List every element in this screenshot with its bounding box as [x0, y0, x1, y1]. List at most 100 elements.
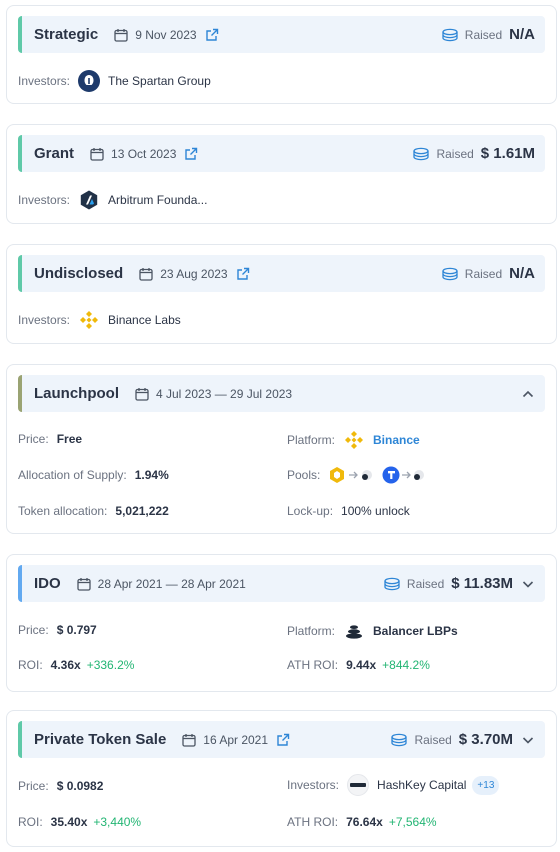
calendar-icon [114, 28, 128, 42]
round-header[interactable]: Strategic 9 Nov 2023 Raised N/A [18, 16, 545, 53]
coins-icon [391, 733, 408, 746]
round-type: Strategic [34, 26, 99, 43]
price-value: $ 0.797 [56, 623, 97, 637]
round-date-text: 13 Oct 2023 [111, 146, 177, 161]
external-link-icon[interactable] [184, 147, 198, 161]
round-date: 23 Aug 2023 [139, 266, 228, 281]
price-value: Free [56, 432, 83, 446]
funding-round-card: Undisclosed 23 Aug 2023 Raised N/A Inves… [6, 244, 557, 344]
investor-name[interactable]: The Spartan Group [108, 74, 211, 88]
raised-amount: $ 1.61M [480, 145, 535, 162]
round-header[interactable]: IDO 28 Apr 2021 — 28 Apr 2021 Raised $ 1… [18, 565, 545, 602]
more-investors-badge[interactable]: +13 [472, 775, 500, 795]
chevron-down-icon[interactable] [521, 733, 535, 747]
calendar-icon [90, 147, 104, 161]
calendar-icon [182, 733, 196, 747]
platform-label: Platform: [287, 624, 336, 638]
binance-labs-logo [78, 309, 100, 331]
calendar-icon [77, 577, 91, 591]
raised-label: Raised [436, 146, 474, 161]
investor-name[interactable]: HashKey Capital [377, 778, 467, 792]
round-date: 9 Nov 2023 [114, 28, 197, 42]
pool-bnb-icon[interactable] [328, 465, 378, 485]
calendar-icon [135, 387, 149, 401]
round-date-text: 23 Aug 2023 [160, 266, 228, 281]
round-type: Grant [34, 145, 75, 162]
raised-info: Raised [383, 577, 444, 591]
roi-row: ROI: 4.36x +336.2% [18, 658, 134, 672]
investors-row: Investors: HashKey Capital +13 [287, 774, 500, 796]
investors-label: Investors: [18, 193, 71, 207]
raised-label: Raised [414, 732, 452, 747]
ath-roi-change: +844.2% [382, 658, 430, 672]
ath-roi-value: 9.44x [346, 658, 377, 672]
external-link-icon[interactable] [276, 733, 290, 747]
external-link-icon[interactable] [205, 28, 219, 42]
price-value: $ 0.0982 [56, 779, 104, 793]
round-type: IDO [34, 575, 61, 592]
lockup-label: Lock-up: [287, 504, 334, 518]
raised-info: Raised [441, 28, 502, 42]
round-date: 13 Oct 2023 [90, 147, 176, 161]
platform-link[interactable]: Binance [373, 433, 420, 447]
investor-name[interactable]: Binance Labs [108, 313, 181, 327]
investor-name[interactable]: Arbitrum Founda... [108, 193, 208, 207]
round-header[interactable]: Grant 13 Oct 2023 Raised $ 1.61M [18, 135, 545, 172]
platform-name[interactable]: Balancer LBPs [373, 624, 458, 638]
roi-value: 35.40x [50, 815, 88, 829]
price-row: Price: $ 0.797 [18, 623, 97, 637]
price-row: Price: Free [18, 432, 82, 446]
round-date: 4 Jul 2023 — 29 Jul 2023 [135, 387, 292, 401]
price-row: Price: $ 0.0982 [18, 779, 103, 793]
round-date: 16 Apr 2021 [182, 733, 268, 747]
token-allocation-label: Token allocation: [18, 504, 108, 518]
round-date-text: 28 Apr 2021 — 28 Apr 2021 [97, 576, 246, 591]
allocation-supply-row: Allocation of Supply: 1.94% [18, 468, 169, 482]
investors-label: Investors: [18, 74, 71, 88]
arbitrum-foundation-logo [78, 189, 101, 211]
chevron-up-icon[interactable] [521, 387, 535, 401]
coins-icon [413, 147, 430, 160]
spartan-group-logo [78, 70, 101, 92]
pools-row: Pools: [287, 465, 428, 485]
roi-label: ROI: [18, 658, 43, 672]
external-link-icon[interactable] [236, 267, 250, 281]
funding-round-card: IDO 28 Apr 2021 — 28 Apr 2021 Raised $ 1… [6, 554, 557, 692]
ath-roi-row: ATH ROI: 9.44x +844.2% [287, 658, 430, 672]
round-header[interactable]: Undisclosed 23 Aug 2023 Raised N/A [18, 255, 545, 292]
funding-round-card: Launchpool 4 Jul 2023 — 29 Jul 2023 Pric… [6, 364, 557, 534]
raised-label: Raised [464, 266, 503, 281]
platform-row: Platform: Binance [287, 429, 420, 451]
raised-info: Raised [412, 146, 474, 161]
calendar-icon [139, 267, 153, 281]
allocation-supply-value: 1.94% [134, 468, 169, 482]
pool-fdusd-icon[interactable] [382, 465, 428, 485]
raised-amount: $ 3.70M [458, 731, 513, 748]
raised-label: Raised [464, 27, 503, 42]
lockup-row: Lock-up: 100% unlock [287, 504, 410, 518]
round-header[interactable]: Launchpool 4 Jul 2023 — 29 Jul 2023 [18, 375, 545, 412]
round-date-text: 4 Jul 2023 — 29 Jul 2023 [156, 386, 293, 401]
hashkey-capital-logo [347, 774, 370, 796]
investors-label: Investors: [18, 313, 71, 327]
funding-round-card: Private Token Sale 16 Apr 2021 Raised $ … [6, 710, 557, 847]
balancer-logo [343, 620, 365, 642]
chevron-down-icon[interactable] [521, 577, 535, 591]
raised-amount: $ 11.83M [451, 575, 513, 592]
ath-roi-row: ATH ROI: 76.64x +7,564% [287, 815, 437, 829]
round-header[interactable]: Private Token Sale 16 Apr 2021 Raised $ … [18, 721, 545, 758]
price-label: Price: [18, 779, 49, 793]
raised-info: Raised [390, 732, 452, 747]
ath-roi-label: ATH ROI: [287, 815, 339, 829]
coins-icon [442, 28, 458, 41]
round-type: Launchpool [34, 385, 119, 402]
round-date: 28 Apr 2021 — 28 Apr 2021 [77, 577, 246, 591]
ath-roi-label: ATH ROI: [287, 658, 339, 672]
roi-label: ROI: [18, 815, 43, 829]
raised-label: Raised [406, 576, 445, 591]
pools-label: Pools: [287, 468, 321, 482]
funding-round-card: Strategic 9 Nov 2023 Raised N/A Investor… [6, 5, 557, 104]
raised-amount: N/A [509, 26, 535, 43]
platform-row: Platform: Balancer LBPs [287, 620, 458, 642]
round-type: Private Token Sale [34, 731, 167, 748]
